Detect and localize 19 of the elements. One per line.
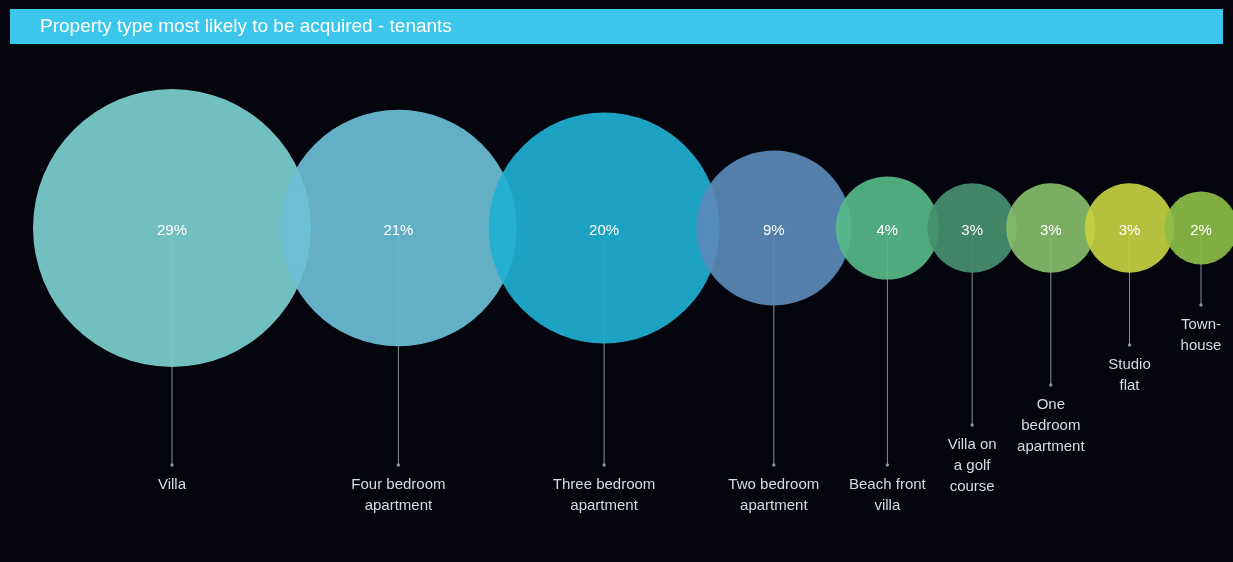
text: Property type most likely to be acquired - tenants [10,9,1223,44]
category-label: Three bedroom apartment [552,475,656,513]
data-label: 29% [156,221,188,238]
data-label: 3% [1118,221,1141,238]
data-label: 9% [762,221,785,238]
category-label: Four bedroom apartment [351,475,446,513]
data-label: 20% [589,221,620,238]
data-label: 21% [383,221,414,238]
category-label: Villa on a golf course [947,435,997,494]
category-label: Studio flat [1108,355,1151,393]
category-label: One bedroom apartment [1017,395,1086,454]
category-label: Town-house [1180,315,1222,353]
data-label: 2% [1190,221,1212,238]
category-label: Beach front villa [849,475,927,513]
data-label: 3% [961,221,983,238]
data-label: 3% [1039,221,1062,238]
data-label: 4% [876,221,899,238]
category-label: Villa [157,475,187,492]
category-label: Two bedroom apartment [728,475,820,513]
